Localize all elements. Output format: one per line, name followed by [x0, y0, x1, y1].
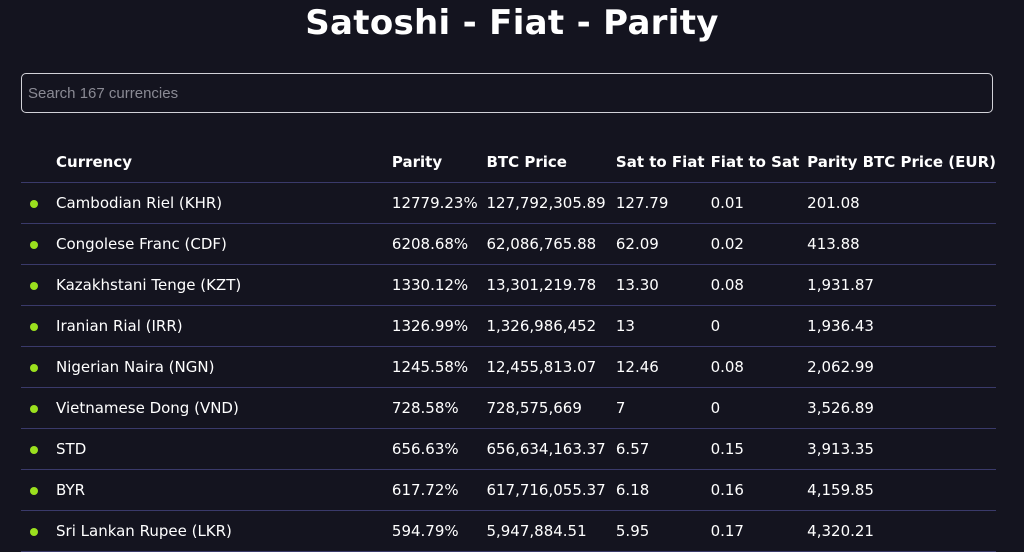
currency-name: Kazakhstani Tenge (KZT) — [56, 264, 392, 306]
fiat-to-sat-value: 0.08 — [710, 346, 808, 388]
sat-to-fiat-value: 127.79 — [615, 182, 711, 224]
parity-btc-eur-value: 201.08 — [807, 182, 996, 224]
sat-to-fiat-value: 5.95 — [615, 510, 711, 552]
status-cell — [21, 305, 57, 347]
status-cell — [21, 510, 57, 552]
parity-value: 12779.23% — [391, 182, 487, 224]
parity-btc-eur-value: 4,159.85 — [807, 469, 996, 511]
status-dot-icon — [30, 445, 38, 454]
currency-name: BYR — [56, 469, 392, 511]
status-dot-icon — [30, 322, 38, 331]
status-dot-icon — [30, 404, 38, 413]
status-dot-icon — [30, 240, 38, 249]
column-header-sat-to-fiat[interactable]: Sat to Fiat — [615, 142, 711, 183]
sat-to-fiat-value: 13 — [615, 305, 711, 347]
btc-price-value: 617,716,055.37 — [486, 469, 616, 511]
fiat-to-sat-value: 0.17 — [710, 510, 808, 552]
table-row[interactable]: BYR 617.72% 617,716,055.37 6.18 0.16 4,1… — [21, 469, 996, 511]
currency-name: Vietnamese Dong (VND) — [56, 387, 392, 429]
parity-value: 1330.12% — [391, 264, 487, 306]
fiat-to-sat-value: 0.15 — [710, 428, 808, 470]
btc-price-value: 1,326,986,452 — [486, 305, 616, 347]
column-header-currency[interactable]: Currency — [56, 142, 392, 183]
status-cell — [21, 387, 57, 429]
table-row[interactable]: Vietnamese Dong (VND) 728.58% 728,575,66… — [21, 387, 996, 429]
parity-btc-eur-value: 3,913.35 — [807, 428, 996, 470]
currency-name: Nigerian Naira (NGN) — [56, 346, 392, 388]
parity-btc-eur-value: 1,931.87 — [807, 264, 996, 306]
sat-to-fiat-value: 7 — [615, 387, 711, 429]
currency-name: Iranian Rial (IRR) — [56, 305, 392, 347]
status-dot-icon — [30, 486, 38, 495]
table-row[interactable]: Sri Lankan Rupee (LKR) 594.79% 5,947,884… — [21, 510, 996, 552]
btc-price-value: 5,947,884.51 — [486, 510, 616, 552]
currency-name: Cambodian Riel (KHR) — [56, 182, 392, 224]
table-row[interactable]: STD 656.63% 656,634,163.37 6.57 0.15 3,9… — [21, 428, 996, 470]
status-dot-icon — [30, 281, 38, 290]
fiat-to-sat-value: 0.16 — [710, 469, 808, 511]
sat-to-fiat-value: 6.57 — [615, 428, 711, 470]
status-cell — [21, 428, 57, 470]
parity-btc-eur-value: 2,062.99 — [807, 346, 996, 388]
parity-value: 6208.68% — [391, 223, 487, 265]
parity-value: 594.79% — [391, 510, 487, 552]
currency-table: Currency Parity BTC Price Sat to Fiat Fi… — [21, 142, 996, 552]
status-cell — [21, 264, 57, 306]
parity-value: 728.58% — [391, 387, 487, 429]
table-body: Cambodian Riel (KHR) 12779.23% 127,792,3… — [21, 182, 996, 552]
table-row[interactable]: Cambodian Riel (KHR) 12779.23% 127,792,3… — [21, 182, 996, 224]
btc-price-value: 656,634,163.37 — [486, 428, 616, 470]
status-cell — [21, 346, 57, 388]
page-title: Satoshi - Fiat - Parity — [305, 3, 719, 43]
btc-price-value: 12,455,813.07 — [486, 346, 616, 388]
sat-to-fiat-value: 6.18 — [615, 469, 711, 511]
fiat-to-sat-value: 0.01 — [710, 182, 808, 224]
parity-btc-eur-value: 1,936.43 — [807, 305, 996, 347]
currency-name: Sri Lankan Rupee (LKR) — [56, 510, 392, 552]
status-dot-icon — [30, 527, 38, 536]
sat-to-fiat-value: 13.30 — [615, 264, 711, 306]
parity-btc-eur-value: 3,526.89 — [807, 387, 996, 429]
btc-price-value: 728,575,669 — [486, 387, 616, 429]
currency-name: STD — [56, 428, 392, 470]
btc-price-value: 62,086,765.88 — [486, 223, 616, 265]
table-row[interactable]: Iranian Rial (IRR) 1326.99% 1,326,986,45… — [21, 305, 996, 347]
currency-name: Congolese Franc (CDF) — [56, 223, 392, 265]
parity-value: 1326.99% — [391, 305, 487, 347]
column-header-parity-btc-price-eur[interactable]: Parity BTC Price (EUR) — [807, 142, 996, 183]
btc-price-value: 127,792,305.89 — [486, 182, 616, 224]
sat-to-fiat-value: 62.09 — [615, 223, 711, 265]
status-cell — [21, 469, 57, 511]
sat-to-fiat-value: 12.46 — [615, 346, 711, 388]
column-header-btc-price[interactable]: BTC Price — [486, 142, 616, 183]
status-cell — [21, 182, 57, 224]
status-dot-icon — [30, 199, 38, 208]
table-row[interactable]: Congolese Franc (CDF) 6208.68% 62,086,76… — [21, 223, 996, 265]
column-header-parity[interactable]: Parity — [391, 142, 487, 183]
status-dot-icon — [30, 363, 38, 372]
parity-value: 617.72% — [391, 469, 487, 511]
parity-btc-eur-value: 413.88 — [807, 223, 996, 265]
parity-value: 656.63% — [391, 428, 487, 470]
parity-btc-eur-value: 4,320.21 — [807, 510, 996, 552]
parity-value: 1245.58% — [391, 346, 487, 388]
status-column-header — [21, 142, 57, 183]
table-header-row: Currency Parity BTC Price Sat to Fiat Fi… — [21, 142, 996, 183]
column-header-fiat-to-sat[interactable]: Fiat to Sat — [710, 142, 808, 183]
search-input[interactable] — [21, 73, 993, 113]
table-row[interactable]: Nigerian Naira (NGN) 1245.58% 12,455,813… — [21, 346, 996, 388]
fiat-to-sat-value: 0 — [710, 305, 808, 347]
fiat-to-sat-value: 0.02 — [710, 223, 808, 265]
fiat-to-sat-value: 0 — [710, 387, 808, 429]
table-row[interactable]: Kazakhstani Tenge (KZT) 1330.12% 13,301,… — [21, 264, 996, 306]
btc-price-value: 13,301,219.78 — [486, 264, 616, 306]
fiat-to-sat-value: 0.08 — [710, 264, 808, 306]
status-cell — [21, 223, 57, 265]
